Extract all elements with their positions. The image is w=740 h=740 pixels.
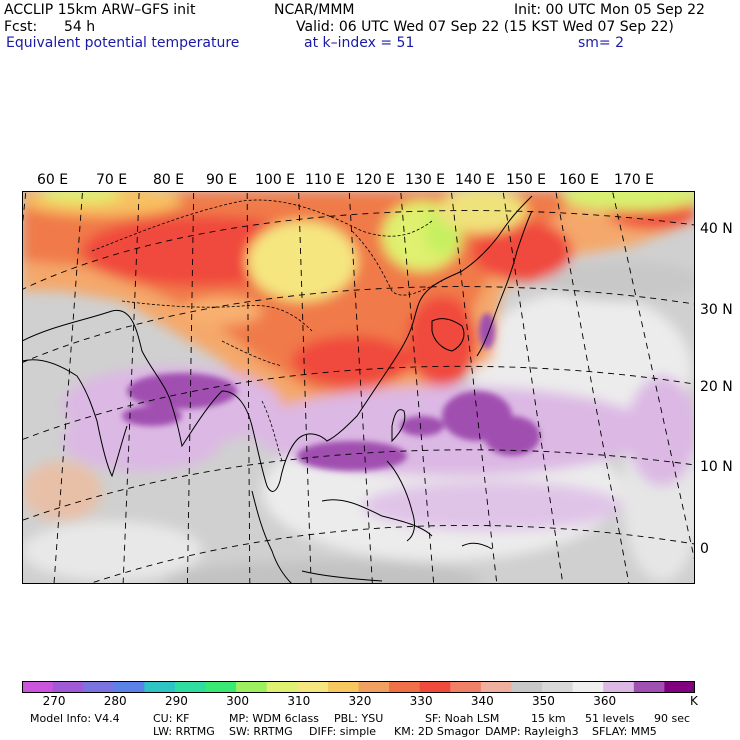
colorbar-tick-label: 360 xyxy=(593,694,617,708)
damping-option: DAMP: Rayleigh3 xyxy=(485,725,579,738)
colorbar-cell xyxy=(22,681,54,693)
colorbar-cell xyxy=(236,681,268,693)
level-index: at k–index = 51 xyxy=(304,35,415,51)
pbl-scheme: PBL: YSU xyxy=(334,712,384,725)
colorbar-cell xyxy=(572,681,604,693)
levels: 51 levels xyxy=(585,712,635,725)
colorbar-tick-label: 320 xyxy=(348,694,372,708)
colorbar-tick-label: 350 xyxy=(532,694,555,708)
colorbar-cell xyxy=(144,681,176,693)
lon-label: 90 E xyxy=(206,172,238,188)
km-option: KM: 2D Smagor xyxy=(394,725,480,738)
valid-time: Valid: 06 UTC Wed 07 Sep 22 (15 KST Wed … xyxy=(296,19,674,35)
surface-layer-option: SFLAY: MM5 xyxy=(592,725,657,738)
colorbar-cell xyxy=(419,681,451,693)
colorbar-cell xyxy=(480,681,512,693)
colorbar-cell xyxy=(603,681,635,693)
colorbar-tick-label: 340 xyxy=(470,694,494,708)
center-label: NCAR/MMM xyxy=(274,2,355,18)
graticule xyxy=(22,191,695,584)
country-borders xyxy=(91,199,443,462)
lon-label: 130 E xyxy=(405,172,446,188)
longwave-scheme: LW: RRTMG xyxy=(153,725,215,738)
init-time: Init: 00 UTC Mon 05 Sep 22 xyxy=(514,2,705,18)
smoothing: sm= 2 xyxy=(578,35,625,51)
diffusion-option: DIFF: simple xyxy=(309,725,377,738)
lon-label: 120 E xyxy=(355,172,396,188)
colorbar-tick-label: 280 xyxy=(103,694,127,708)
lon-label: 150 E xyxy=(506,172,547,188)
colorbar xyxy=(22,681,695,693)
forecast-hours: 54 h xyxy=(64,19,96,35)
colorbar-tick-label: 310 xyxy=(287,694,311,708)
colorbar-cell xyxy=(266,681,298,693)
lon-label: 60 E xyxy=(37,172,69,188)
lat-label: 40 N xyxy=(700,221,733,237)
colorbar-cell xyxy=(542,681,574,693)
map-frame xyxy=(22,191,695,584)
lat-label: 30 N xyxy=(700,302,733,318)
model-version: Model Info: V4.4 xyxy=(30,712,120,725)
colorbar-cell xyxy=(52,681,84,693)
colorbar-cell xyxy=(297,681,329,693)
colorbar-cell xyxy=(664,681,695,693)
lat-label: 10 N xyxy=(700,459,733,475)
colorbar-cell xyxy=(113,681,145,693)
timestep: 90 sec xyxy=(654,712,691,725)
colorbar-cell xyxy=(389,681,421,693)
lon-label: 140 E xyxy=(455,172,496,188)
colorbar-cell xyxy=(83,681,115,693)
colorbar-tick-label: 290 xyxy=(164,694,188,708)
surface-scheme: SF: Noah LSM xyxy=(425,712,500,725)
cumulus-scheme: CU: KF xyxy=(153,712,190,725)
lon-label: 70 E xyxy=(96,172,128,188)
colorbar-cell xyxy=(450,681,482,693)
colorbar-cell xyxy=(327,681,359,693)
theta-e-map xyxy=(22,191,695,584)
lon-label: 170 E xyxy=(614,172,655,188)
colorbar-tick-label: 300 xyxy=(226,694,250,708)
field-name: Equivalent potential temperature xyxy=(6,35,240,51)
shortwave-scheme: SW: RRTMG xyxy=(229,725,293,738)
colorbar-tick-label: 270 xyxy=(42,694,66,708)
lon-label: 110 E xyxy=(305,172,346,188)
field-shading xyxy=(22,191,695,584)
lat-label: 0 xyxy=(700,541,709,557)
colorbar-cell xyxy=(174,681,207,693)
lon-label: 160 E xyxy=(559,172,600,188)
lon-label: 100 E xyxy=(255,172,296,188)
microphysics-scheme: MP: WDM 6class xyxy=(229,712,319,725)
colorbar-cell xyxy=(633,681,665,693)
coastlines xyxy=(22,195,533,584)
colorbar-cell xyxy=(511,681,543,693)
lon-label: 80 E xyxy=(153,172,185,188)
deep-convection xyxy=(122,313,540,471)
resolution: 15 km xyxy=(531,712,566,725)
colorbar-cell xyxy=(358,681,390,693)
colorbar-cell xyxy=(205,681,237,693)
forecast-label: Fcst: xyxy=(4,19,38,35)
colorbar-tick-label: 330 xyxy=(409,694,433,708)
model-title: ACCLIP 15km ARW–GFS init xyxy=(4,2,196,18)
lat-label: 20 N xyxy=(700,379,733,395)
colorbar-unit: K xyxy=(690,694,698,708)
